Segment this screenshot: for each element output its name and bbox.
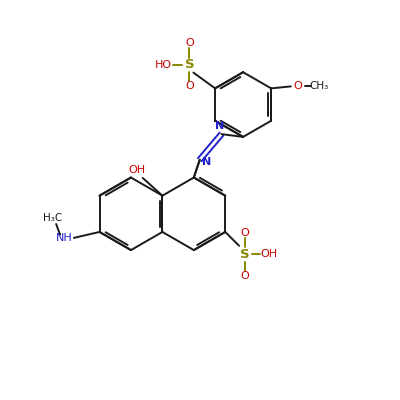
Text: HO: HO xyxy=(155,60,172,70)
Text: H₃C: H₃C xyxy=(42,213,62,223)
Text: NH: NH xyxy=(56,233,72,243)
Text: S: S xyxy=(240,248,250,261)
Text: O: O xyxy=(241,271,249,281)
Text: O: O xyxy=(241,228,249,238)
Text: CH₃: CH₃ xyxy=(310,81,329,91)
Text: OH: OH xyxy=(128,165,145,175)
Text: O: O xyxy=(185,81,194,91)
Text: S: S xyxy=(185,58,194,71)
Text: OH: OH xyxy=(260,250,277,260)
Text: O: O xyxy=(294,81,302,91)
Text: N: N xyxy=(202,157,211,167)
Text: O: O xyxy=(185,38,194,48)
Text: N: N xyxy=(215,121,224,131)
